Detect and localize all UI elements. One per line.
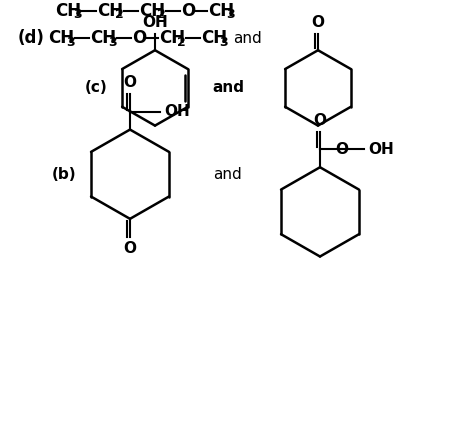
Text: CH: CH [97,2,123,19]
Text: O: O [181,2,195,19]
Text: and: and [212,81,244,95]
Text: (d): (d) [18,29,45,48]
Text: O: O [311,15,325,30]
Text: (c): (c) [85,81,108,95]
Text: CH: CH [55,2,81,19]
Text: CH: CH [90,29,116,48]
Text: O: O [124,241,137,256]
Text: OH: OH [142,15,168,30]
Text: O: O [124,75,137,90]
Text: O: O [132,29,146,48]
Text: 3: 3 [73,8,82,21]
Text: CH: CH [139,2,165,19]
Text: OH: OH [164,104,190,119]
Text: 3: 3 [66,36,74,49]
Text: O: O [336,142,348,157]
Text: 3: 3 [219,36,228,49]
Text: 2: 2 [177,36,186,49]
Text: and: and [214,167,242,182]
Text: O: O [313,113,327,128]
Text: 3: 3 [226,8,235,21]
Text: CH: CH [208,2,234,19]
Text: and: and [233,31,262,46]
Text: 3: 3 [108,36,117,49]
Text: CH: CH [159,29,185,48]
Text: 2: 2 [157,8,166,21]
Text: (b): (b) [52,167,77,182]
Text: 2: 2 [115,8,124,21]
Text: CH: CH [48,29,74,48]
Text: CH: CH [201,29,227,48]
Text: OH: OH [368,142,394,157]
